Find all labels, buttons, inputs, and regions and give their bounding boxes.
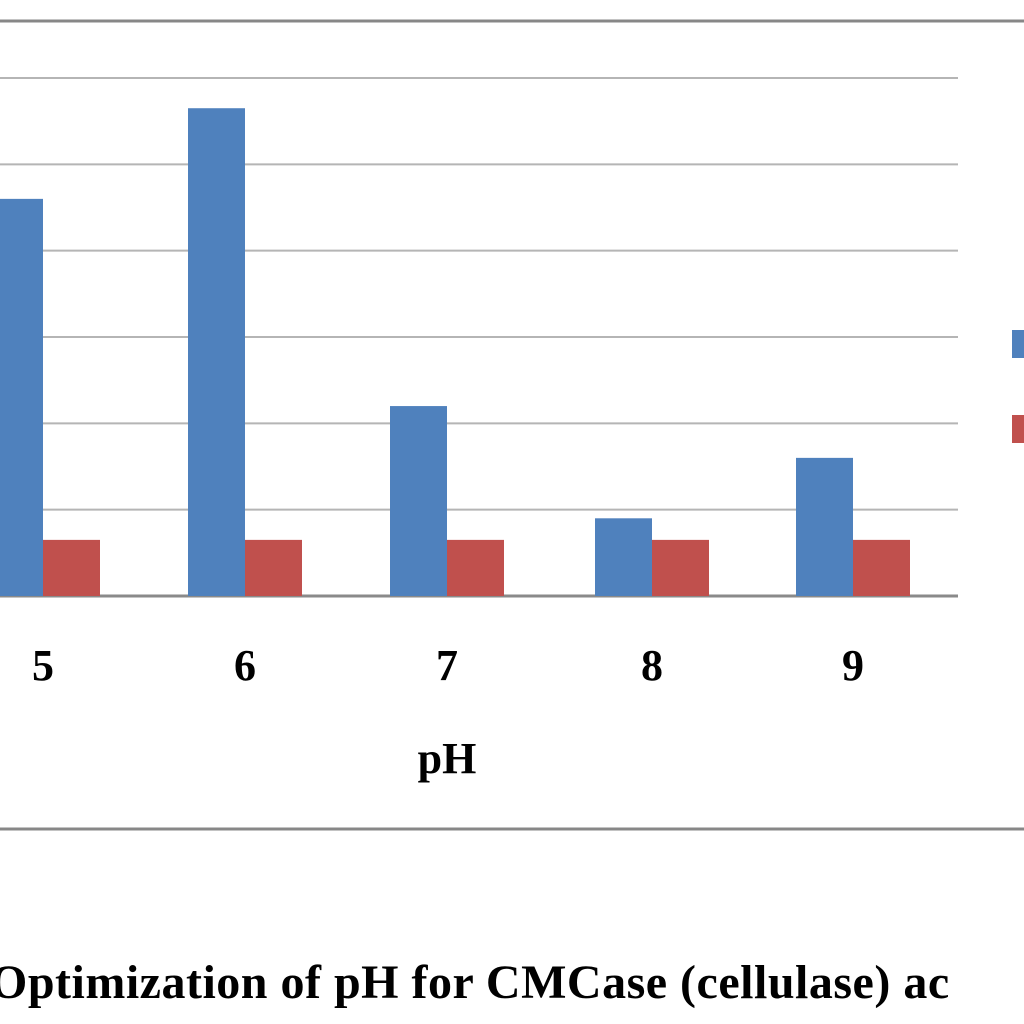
x-tick-label: 5 [32, 641, 54, 690]
gridlines [0, 19, 1024, 598]
bar-series1-8 [595, 518, 652, 596]
bar-series2-9 [853, 539, 910, 596]
bar-series2-7 [447, 539, 504, 596]
x-tick-labels: 5 6 7 8 9 [32, 641, 864, 690]
bar-series2-8 [652, 539, 709, 596]
x-tick-label: 9 [842, 641, 864, 690]
bars [0, 108, 910, 596]
x-tick-label: 6 [234, 641, 256, 690]
bar-series1-7 [390, 406, 447, 596]
bar-series1-5 [0, 198, 43, 596]
x-axis-label: pH [417, 734, 477, 783]
legend-swatch-series1 [1012, 330, 1024, 358]
x-tick-label: 7 [436, 641, 458, 690]
bar-series2-6 [245, 539, 302, 596]
bar-series1-6 [188, 108, 245, 596]
bar-series2-5 [43, 539, 100, 596]
figure-caption: Optimization of pH for CMCase (cellulase… [0, 956, 950, 1009]
x-tick-label: 8 [641, 641, 663, 690]
bar-series1-9 [796, 457, 853, 596]
legend [1012, 330, 1024, 443]
legend-swatch-series2 [1012, 415, 1024, 443]
